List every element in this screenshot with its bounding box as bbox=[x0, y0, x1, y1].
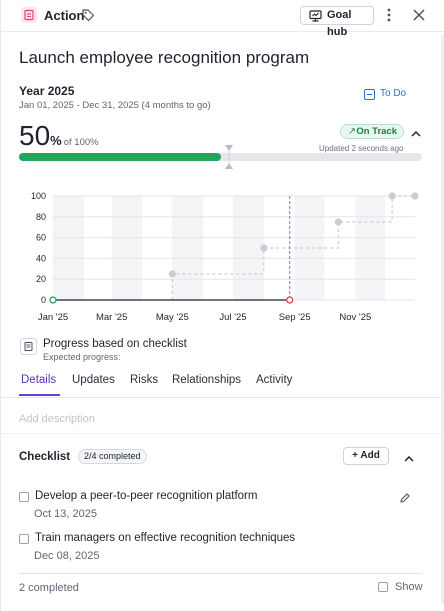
tab-relationships[interactable]: Relationships bbox=[172, 374, 242, 386]
period-range: Jan 01, 2025 - Dec 31, 2025 (4 months to… bbox=[19, 100, 211, 111]
on-track-badge[interactable]: ↗ On Track bbox=[340, 124, 404, 139]
x-tick-label: Mar '25 bbox=[96, 312, 127, 323]
progress-bar-fill bbox=[19, 153, 221, 161]
progress-value: 50 bbox=[19, 120, 51, 151]
expected-point bbox=[168, 270, 176, 278]
month-band bbox=[355, 196, 386, 300]
tab-activity[interactable]: Activity bbox=[256, 374, 293, 386]
scrollbar[interactable] bbox=[441, 34, 444, 604]
chevron-up-icon[interactable] bbox=[410, 126, 422, 144]
period-title: Year 2025 bbox=[19, 84, 75, 98]
checklist-item: Develop a peer-to-peer recognition platf… bbox=[19, 490, 429, 528]
tab-updates[interactable]: Updates bbox=[72, 374, 115, 386]
progress-target: of 100% bbox=[63, 137, 99, 148]
page-title[interactable]: Launch employee recognition program bbox=[19, 48, 310, 67]
progress-bar bbox=[19, 153, 422, 161]
action-type-label: Action bbox=[44, 8, 85, 23]
expected-point bbox=[388, 192, 396, 200]
month-band bbox=[53, 196, 84, 300]
checklist-item-date[interactable]: Dec 08, 2025 bbox=[34, 550, 100, 562]
checklist-item-title[interactable]: Develop a peer-to-peer recognition platf… bbox=[35, 490, 258, 502]
y-tick-label: 0 bbox=[41, 295, 46, 305]
x-tick-label: Jul '25 bbox=[219, 312, 246, 323]
x-tick-label: Jan '25 bbox=[38, 312, 68, 323]
tag-icon[interactable] bbox=[81, 8, 95, 27]
y-tick-label: 80 bbox=[36, 212, 46, 222]
checklist-item-title[interactable]: Train managers on effective recognition … bbox=[35, 532, 296, 544]
expected-progress-label: Expected progress: bbox=[43, 352, 121, 362]
month-band bbox=[233, 196, 264, 300]
tab-bar: Details Updates Risks Relationships Acti… bbox=[1, 372, 444, 398]
status-label: To Do bbox=[380, 88, 407, 99]
show-completed-label[interactable]: Show bbox=[395, 581, 423, 593]
checklist-item-checkbox[interactable] bbox=[19, 492, 29, 502]
checklist-count-badge: 2/4 completed bbox=[78, 449, 147, 464]
checklist-icon bbox=[20, 338, 37, 355]
divider bbox=[1, 433, 444, 434]
chevron-up-icon[interactable] bbox=[403, 451, 415, 469]
tab-risks[interactable]: Risks bbox=[130, 374, 159, 386]
active-tab-indicator bbox=[19, 394, 60, 396]
more-vertical-icon[interactable] bbox=[382, 7, 396, 23]
expected-progress-line bbox=[171, 195, 415, 300]
checklist-item-checkbox[interactable] bbox=[19, 534, 29, 544]
goal-hub-button[interactable]: Goal hub bbox=[300, 6, 374, 38]
expected-point bbox=[411, 192, 419, 200]
checklist-title: Checklist bbox=[19, 451, 71, 463]
month-band bbox=[172, 196, 204, 300]
progress-basis-title: Progress based on checklist bbox=[43, 338, 187, 350]
y-tick-label: 20 bbox=[36, 274, 46, 284]
actual-start-point bbox=[49, 296, 57, 304]
checklist-item-date[interactable]: Oct 13, 2025 bbox=[34, 508, 97, 520]
action-icon bbox=[21, 7, 37, 23]
expected-point bbox=[260, 244, 268, 252]
progress-unit: % bbox=[50, 133, 62, 148]
checklist-item: Train managers on effective recognition … bbox=[19, 532, 429, 570]
on-track-label: On Track bbox=[356, 126, 397, 137]
progress-chart: 0 20 40 60 80 100 Jan '25 Mar '25 May '25 Jul '25… bbox=[31, 191, 419, 323]
panel-header: Action Goal hub bbox=[1, 0, 444, 38]
x-tick-label: May '25 bbox=[156, 312, 189, 323]
y-tick-label: 40 bbox=[36, 253, 46, 263]
divider bbox=[19, 573, 422, 574]
month-band bbox=[111, 196, 143, 300]
expected-point bbox=[334, 218, 343, 226]
x-tick-label: Sep '25 bbox=[279, 312, 311, 323]
show-completed-checkbox[interactable] bbox=[378, 582, 388, 592]
arrow-up-right-icon: ↗ bbox=[348, 126, 356, 137]
description-input[interactable]: Add description bbox=[19, 413, 95, 425]
y-tick-label: 60 bbox=[36, 233, 46, 243]
updated-timestamp: Updated 2 seconds ago bbox=[319, 144, 404, 153]
x-tick-label: Nov '25 bbox=[339, 312, 371, 323]
tab-details[interactable]: Details bbox=[21, 374, 57, 386]
goal-hub-label: Goal hub bbox=[327, 9, 352, 38]
actual-current-point bbox=[286, 296, 294, 304]
progress-percent: 50% of 100% bbox=[19, 120, 99, 152]
y-tick-label: 100 bbox=[31, 191, 46, 201]
expected-progress-marker bbox=[224, 145, 234, 169]
edit-pencil-icon[interactable] bbox=[399, 491, 411, 509]
todo-status-icon bbox=[364, 89, 375, 100]
close-icon[interactable] bbox=[411, 7, 427, 23]
completed-count: 2 completed bbox=[19, 582, 79, 594]
goal-hub-icon bbox=[309, 10, 322, 28]
add-checklist-item-button[interactable]: + Add bbox=[343, 447, 389, 465]
